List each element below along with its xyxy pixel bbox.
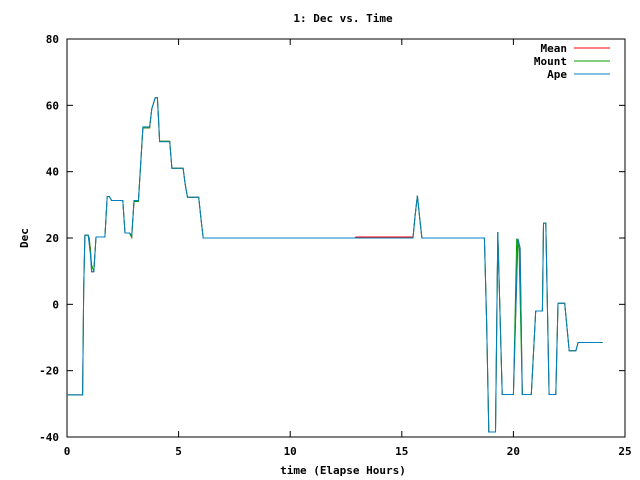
x-tick-label: 25 (618, 445, 631, 458)
x-tick-label: 20 (507, 445, 520, 458)
y-tick-label: -20 (39, 365, 59, 378)
y-axis-label: Dec (18, 228, 31, 248)
axis-ticks: 0 5 10 15 20 25 -40 -20 0 20 40 60 80 (39, 33, 632, 458)
y-tick-label: 40 (46, 166, 59, 179)
chart-title: 1: Dec vs. Time (293, 12, 393, 25)
legend-label-mean: Mean (541, 42, 568, 55)
y-tick-label: 80 (46, 33, 59, 46)
y-tick-label: -40 (39, 431, 59, 444)
legend-label-mount: Mount (534, 55, 567, 68)
y-tick-label: 0 (52, 298, 59, 311)
x-tick-label: 5 (175, 445, 182, 458)
y-tick-label: 60 (46, 99, 59, 112)
x-tick-label: 15 (395, 445, 408, 458)
series-lines (67, 97, 603, 433)
series-line-ape (67, 97, 603, 433)
y-tick-label: 20 (46, 232, 59, 245)
x-axis-label: time (Elapse Hours) (280, 464, 406, 477)
x-tick-label: 0 (64, 445, 71, 458)
x-tick-label: 10 (284, 445, 297, 458)
legend-label-ape: Ape (547, 68, 567, 81)
